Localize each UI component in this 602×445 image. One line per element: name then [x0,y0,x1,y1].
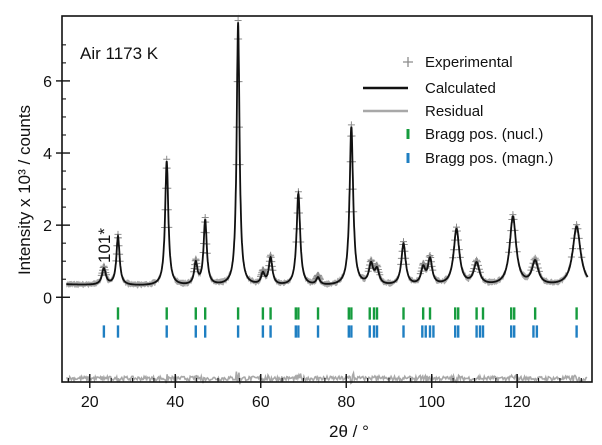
y-axis-title: Intensity x 10³ / counts [15,105,34,275]
legend-item-experimental: Experimental [403,54,513,71]
y-tick-label: 6 [43,74,52,91]
bragg-magnetic-ticks [102,325,578,338]
x-tick-label: 20 [81,394,99,411]
legend-item-calculated: Calculated [363,80,496,97]
legend: Experimental Calculated Residual Bragg p… [363,54,553,167]
residual-line [66,370,588,385]
calculated-line [66,22,589,286]
tick-layer: 20 40 60 80 100 120 0 2 4 6 [43,44,582,411]
x-tick-label: 80 [337,394,355,411]
plot-layer [66,11,589,385]
y-tick-label: 2 [43,218,52,235]
legend-item-bragg-magnetic: Bragg pos. (magn.) [406,150,553,167]
peak-label-101: 101* [95,228,114,263]
y-tick-label: 0 [43,290,52,307]
sample-annotation: Air 1173 K [80,44,159,63]
y-tick-label: 4 [43,146,52,163]
legend-marker-experimental [403,57,413,67]
x-tick-label: 120 [504,394,531,411]
legend-item-residual: Residual [363,103,483,120]
x-tick-label: 100 [418,394,445,411]
x-tick-label: 60 [252,394,270,411]
legend-label-bragg-nuclear: Bragg pos. (nucl.) [425,126,543,143]
bragg-nuclear-ticks [116,307,578,320]
legend-item-bragg-nuclear: Bragg pos. (nucl.) [406,126,543,143]
x-axis-title: 2θ / ° [329,422,369,441]
legend-label-bragg-magnetic: Bragg pos. (magn.) [425,150,553,167]
legend-label-calculated: Calculated [425,80,496,97]
x-tick-label: 40 [166,394,184,411]
legend-label-residual: Residual [425,103,483,120]
legend-label-experimental: Experimental [425,54,513,71]
plot-frame [61,15,593,383]
